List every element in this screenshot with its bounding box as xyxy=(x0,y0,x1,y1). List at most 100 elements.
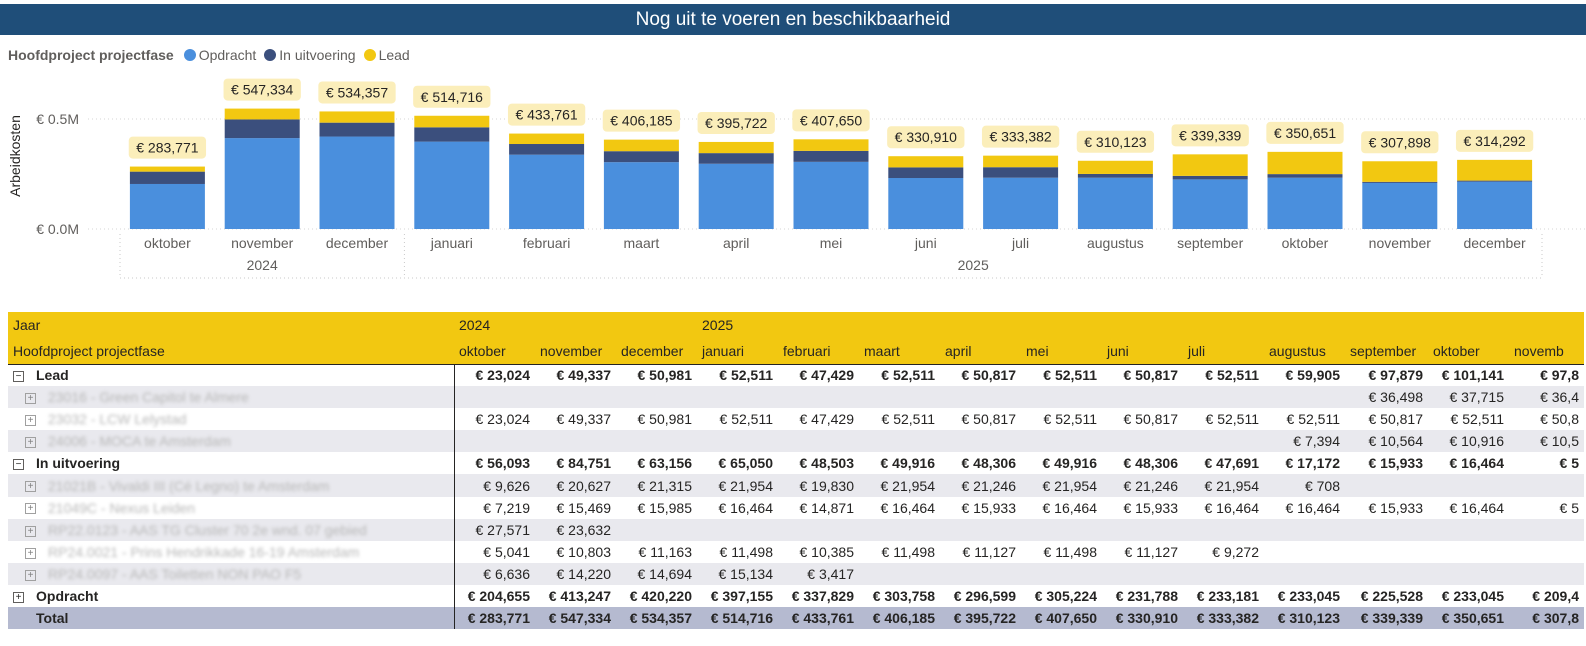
column-header-month[interactable]: novemb xyxy=(1509,338,1584,365)
table-cell xyxy=(616,518,697,541)
table-cell: € 10,803 xyxy=(556,543,612,560)
table-cell: € 23,024 xyxy=(475,367,531,384)
column-header-month[interactable]: maart xyxy=(859,338,940,365)
row-label: +23032 - LCW Lelystad xyxy=(8,408,455,431)
table-cell: € 52,511 xyxy=(881,367,935,384)
table-cell: € 63,156 xyxy=(637,455,693,472)
table-cell: € 52,511 xyxy=(1205,367,1259,384)
collapse-icon[interactable]: − xyxy=(13,459,24,471)
expand-icon[interactable]: + xyxy=(25,437,36,449)
table-cell: € 50,817 xyxy=(961,367,1017,384)
table-cell xyxy=(697,518,778,541)
table-cell: € 337,829 xyxy=(791,587,854,604)
column-header-month[interactable]: juni xyxy=(1102,338,1183,365)
expand-icon[interactable]: + xyxy=(25,503,36,515)
legend-item-lead[interactable]: Lead xyxy=(363,47,410,63)
table-cell xyxy=(940,518,1021,541)
data-label-background xyxy=(223,78,301,101)
column-header-month[interactable]: oktober xyxy=(454,338,535,365)
column-header-month[interactable]: november xyxy=(535,338,616,365)
column-header-jaar[interactable]: Jaar xyxy=(8,312,454,338)
row-label: +21021B - Vivaldi III (Cé Legno) te Amst… xyxy=(8,474,455,497)
data-label: € 330,910 xyxy=(895,129,957,145)
column-header-year-empty xyxy=(616,312,697,338)
table-cell: € 49,337 xyxy=(556,411,612,428)
expand-icon[interactable]: + xyxy=(25,392,36,404)
table-cell: € 50,981 xyxy=(637,411,693,428)
table-cell: € 307,8 xyxy=(1509,607,1584,630)
bar-segment-opdracht xyxy=(414,141,490,229)
column-header-month[interactable]: december xyxy=(616,338,697,365)
table-cell: € 50,817 xyxy=(1123,411,1179,428)
row-label: Total xyxy=(8,607,455,630)
table-cell: € 20,627 xyxy=(535,474,616,497)
table-cell: € 52,511 xyxy=(1205,411,1259,428)
expand-icon[interactable]: + xyxy=(13,591,24,603)
table-cell: € 11,163 xyxy=(638,543,692,560)
row-label: + Opdracht xyxy=(8,584,455,608)
bar-segment-in-uitvoering xyxy=(603,151,679,163)
table-cell: € 514,716 xyxy=(697,607,778,630)
table-cell: € 413,247 xyxy=(548,587,611,604)
bar-segment-opdracht xyxy=(1172,179,1248,229)
column-header-year[interactable]: 2024 xyxy=(454,312,535,338)
table-cell: € 3,417 xyxy=(778,562,859,585)
table-cell xyxy=(1428,474,1509,497)
column-header-month[interactable]: januari xyxy=(697,338,778,365)
table-cell xyxy=(1264,541,1345,563)
table-row: + RP24.0021 - Prins Hendrikkade 16-19 Ams… xyxy=(8,540,1584,563)
group-row: + Opdracht € 204,655 € 413,247 € 420,220 € 39… xyxy=(8,584,1584,608)
table-cell xyxy=(1183,518,1264,541)
table-cell: € 406,185 xyxy=(859,607,940,630)
expand-icon[interactable]: + xyxy=(25,569,36,581)
row-label-text: Total xyxy=(36,610,69,627)
legend-item-in-uitvoering[interactable]: In uitvoering xyxy=(264,47,356,63)
table-row: +21021B - Vivaldi III (Cé Legno) te Amst… xyxy=(8,474,1584,497)
collapse-icon[interactable]: − xyxy=(13,371,24,383)
data-label: € 314,292 xyxy=(1463,133,1525,149)
bar-segment-opdracht xyxy=(129,183,205,229)
table-cell: € 407,650 xyxy=(1021,607,1102,630)
legend-item-opdracht[interactable]: Opdracht xyxy=(183,47,256,63)
table-cell xyxy=(616,430,697,453)
row-label-text: 21049C - Nexus Leiden xyxy=(48,499,196,516)
table-cell: € 11,498 xyxy=(1043,543,1097,560)
table-cell: € 339,339 xyxy=(1345,607,1428,630)
expand-icon[interactable]: + xyxy=(25,415,36,427)
column-header-month[interactable]: juli xyxy=(1183,338,1264,365)
column-header-year[interactable]: 2025 xyxy=(697,312,778,338)
table-row: + RP24.0097 - AAS Toiletten NON PAO F5 € 6… xyxy=(8,562,1584,585)
table-cell: € 397,155 xyxy=(710,587,773,604)
table-cell xyxy=(778,430,859,453)
table-cell xyxy=(859,562,940,585)
table-cell xyxy=(1102,562,1183,585)
x-tick-label: april xyxy=(723,235,749,251)
column-header-month[interactable]: september xyxy=(1345,338,1428,365)
expand-icon[interactable]: + xyxy=(25,525,36,537)
column-header-month[interactable]: mei xyxy=(1021,338,1102,365)
bar-segment-lead xyxy=(1362,161,1438,182)
column-header-projectfase[interactable]: Hoofdproject projectfase xyxy=(8,338,454,365)
expand-icon[interactable]: + xyxy=(25,481,36,493)
table-cell xyxy=(1102,518,1183,541)
table-cell: € 14,694 xyxy=(616,562,697,585)
bar-segment-in-uitvoering xyxy=(414,127,490,142)
table-cell: € 16,464 xyxy=(1449,455,1505,472)
bar-segment-in-uitvoering xyxy=(1172,175,1248,180)
table-cell: € 16,464 xyxy=(1204,499,1260,516)
row-label: + RP24.0097 - AAS Toiletten NON PAO F5 xyxy=(8,562,455,585)
table-cell: € 16,464 xyxy=(1285,499,1341,516)
column-header-month[interactable]: april xyxy=(940,338,1021,365)
table-cell: € 16,464 xyxy=(1449,499,1505,516)
column-header-month[interactable]: augustus xyxy=(1264,338,1345,365)
expand-icon[interactable]: + xyxy=(25,547,36,559)
table-cell: € 233,045 xyxy=(1441,587,1504,604)
chart-legend: Hoofdproject projectfase Opdracht In uit… xyxy=(8,46,414,64)
column-header-month[interactable]: februari xyxy=(778,338,859,365)
data-label: € 333,382 xyxy=(989,129,1051,145)
column-header-month[interactable]: oktober xyxy=(1428,338,1509,365)
bar-segment-opdracht xyxy=(1077,177,1153,229)
bar-segment-lead xyxy=(1457,159,1533,181)
total-row: Total € 283,771 € 547,334 € 534,357 € 514,71… xyxy=(8,607,1584,630)
column-header-year-empty xyxy=(1428,312,1509,338)
